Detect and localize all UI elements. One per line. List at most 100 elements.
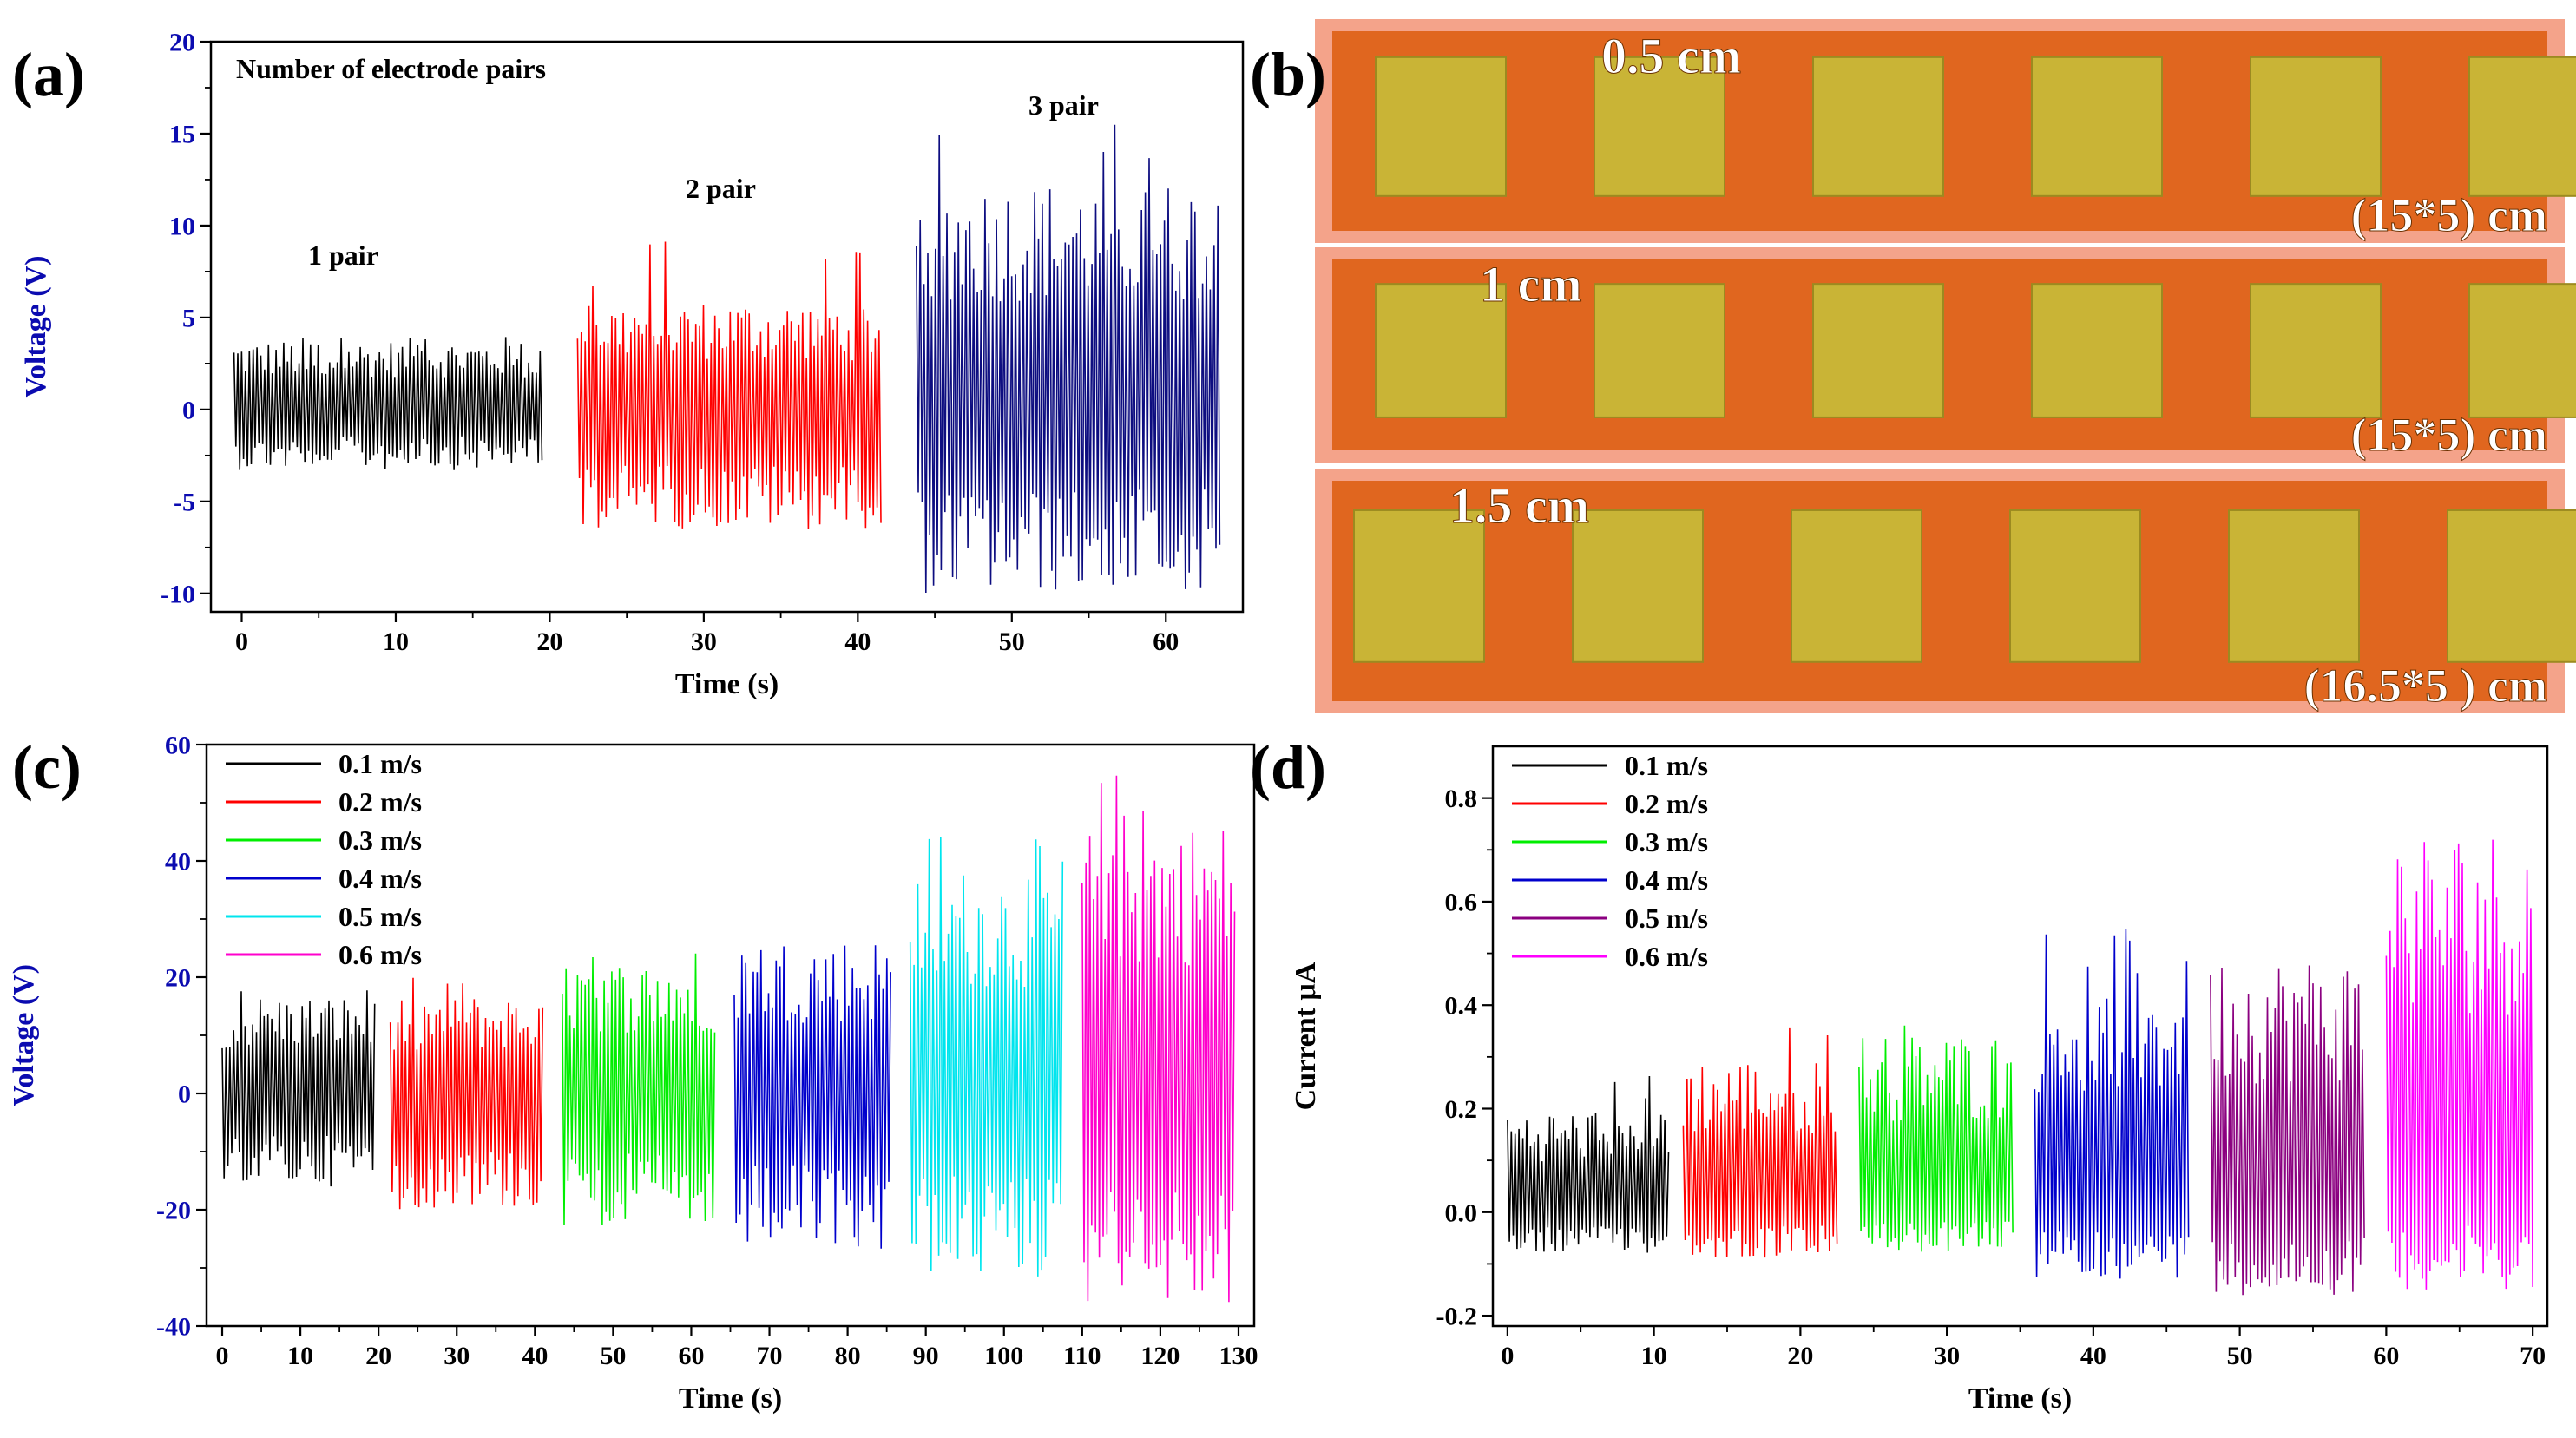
panel-c-x-tick-label: 100 [984,1342,1023,1370]
photo-electrode [2250,56,2382,197]
panel-a-y-tick-label: 20 [169,29,195,57]
panel-d-series-0-3-m-s [1858,1025,2014,1252]
panel-d-y-tick-label: 0.0 [1445,1198,1478,1227]
panel-c-chart: 0 10 20 30 40 50 60 70 80 90 100 110 120 130 -40 -20 0 20… [8,732,1258,1415]
panel-c-legend-label: 0.6 m/s [338,939,422,970]
panel-a-y-tick-label: 5 [182,304,195,332]
photo-2: 1 cm (15*5) cm [1315,247,2576,463]
panel-d-y-tick-label: -0.2 [1436,1303,1478,1331]
panel-a-y-tick-label: 10 [169,212,195,240]
photo-electrode [2031,56,2163,197]
panel-d-series-0-1-m-s [1507,1075,1670,1253]
photo-electrode [1375,56,1507,197]
panel-c-series-0-2-m-s [389,977,544,1210]
panel-a-x-tick-label: 20 [536,627,562,656]
photo-electrode [2009,509,2141,663]
panel-a-x-tick-label: 40 [844,627,871,656]
panel-c-series-0-1-m-s [221,990,376,1187]
panel-a-y-tick-label: 15 [169,120,195,148]
photo-electrode [1812,283,1944,418]
photo-electrode [1375,283,1507,418]
photo-1: 0.5 cm (15*5) cm [1315,19,2576,243]
panel-c-legend-label: 0.5 m/s [338,901,422,932]
panel-a-x-axis-label: Time (s) [675,668,779,700]
panel-c-x-tick-label: 60 [678,1342,704,1370]
panel-d-x-tick-label: 70 [2520,1342,2546,1370]
panel-d-legend-label: 0.6 m/s [1625,941,1708,972]
panel-c-x-tick-label: 70 [757,1342,783,1370]
panel-d-x-tick-label: 0 [1501,1342,1514,1370]
panel-d-y-tick-label: 0.6 [1445,888,1478,916]
panel-d-series-0-2-m-s [1682,1027,1838,1258]
panel-d-x-tick-label: 10 [1641,1342,1667,1370]
photo-gap-label: 1 cm [1480,256,1582,312]
panel-d-x-tick-label: 40 [2080,1342,2106,1370]
panel-c-series-0-5-m-s [909,837,1064,1277]
photo-electrode [1594,56,1725,197]
photo-electrode [1572,509,1704,663]
panel-c-x-tick-label: 20 [365,1342,391,1370]
panel-d-series-0-6-m-s [2385,839,2533,1290]
panel-c-x-tick-label: 110 [1063,1342,1101,1370]
panel-a-letter: (a) [12,40,85,109]
panel-d-y-tick-label: 0.2 [1445,1095,1478,1124]
panel-c-x-tick-label: 80 [835,1342,861,1370]
panel-c-series-0-4-m-s [733,945,891,1249]
panel-c-y-axis-label: Voltage (V) [8,964,40,1106]
photo-electrode [2228,509,2360,663]
panel-c-x-tick-label: 30 [444,1342,470,1370]
panel-a-y-tick-label: 0 [182,396,195,424]
photo-electrode [1812,56,1944,197]
photo-size-label: (16.5*5 ) cm [2304,660,2547,712]
panel-c-series-0-3-m-s [562,953,716,1225]
panel-c-x-tick-label: 10 [287,1342,313,1370]
photo-electrode [1791,509,1922,663]
panel-a-chart: 0 10 20 30 40 50 60 -10 -5 0 5 10 15 20 Time (s) Voltag… [20,29,1245,700]
panel-d-x-tick-label: 50 [2227,1342,2253,1370]
panel-c-letter: (c) [12,732,82,802]
panel-a-y-tick-label: -10 [161,580,195,608]
panel-d-legend-label: 0.3 m/s [1625,826,1708,857]
panel-c-x-tick-label: 90 [913,1342,939,1370]
panel-a-y-axis-label: Voltage (V) [20,256,52,398]
panel-a-series-2-pair [576,241,882,529]
panel-a-series-1-pair [233,337,543,470]
panel-c-legend-label: 0.1 m/s [338,748,422,779]
panel-d-legend-label: 0.5 m/s [1625,903,1708,934]
panel-d-legend-label: 0.1 m/s [1625,750,1708,781]
panel-c-series-0-6-m-s [1081,775,1236,1303]
panel-c-y-tick-label: 40 [165,848,191,877]
panel-a-x-tick-label: 10 [383,627,409,656]
panel-c-x-tick-label: 40 [522,1342,548,1370]
panel-c-y-tick-label: -40 [156,1313,191,1342]
panel-d-chart: 0 10 20 30 40 50 60 70 -0.2 0.0 0.2 0.4 0.6 0.8 Time (… [1290,745,2549,1415]
panel-a-series-3-pair [916,124,1221,594]
panel-c-x-tick-label: 50 [600,1342,626,1370]
photo-electrode [2250,283,2382,418]
panel-c-y-tick-label: -20 [156,1197,191,1225]
photo-size-label: (15*5) cm [2351,189,2547,241]
panel-d-y-tick-label: 0.8 [1445,785,1478,813]
panel-d-series-0-4-m-s [2034,929,2190,1279]
photo-electrode [1353,509,1485,663]
panel-c-legend-label: 0.2 m/s [338,786,422,817]
panel-c-y-tick-label: 20 [165,964,191,993]
photo-gap-label: 1.5 cm [1449,477,1589,534]
panel-d-x-tick-label: 20 [1787,1342,1813,1370]
photo-electrode [2447,509,2576,663]
photo-size-label: (15*5) cm [2351,409,2547,461]
panel-a-series-label: 3 pair [1028,89,1099,121]
panel-a-x-tick-label: 60 [1153,627,1179,656]
panel-b-letter: (b) [1250,40,1326,109]
panel-d-y-tick-label: 0.4 [1445,992,1478,1021]
photo-electrode [1594,283,1725,418]
panel-a-x-tick-label: 50 [999,627,1025,656]
panel-a-series-label: 1 pair [308,240,378,271]
panel-c-x-tick-label: 120 [1140,1342,1180,1370]
panel-d-letter: (d) [1250,732,1326,802]
panel-d-legend-label: 0.4 m/s [1625,864,1708,896]
panel-a-series-label: 2 pair [686,173,756,204]
panel-c-x-axis-label: Time (s) [679,1382,782,1415]
photo-electrode [2468,56,2576,197]
